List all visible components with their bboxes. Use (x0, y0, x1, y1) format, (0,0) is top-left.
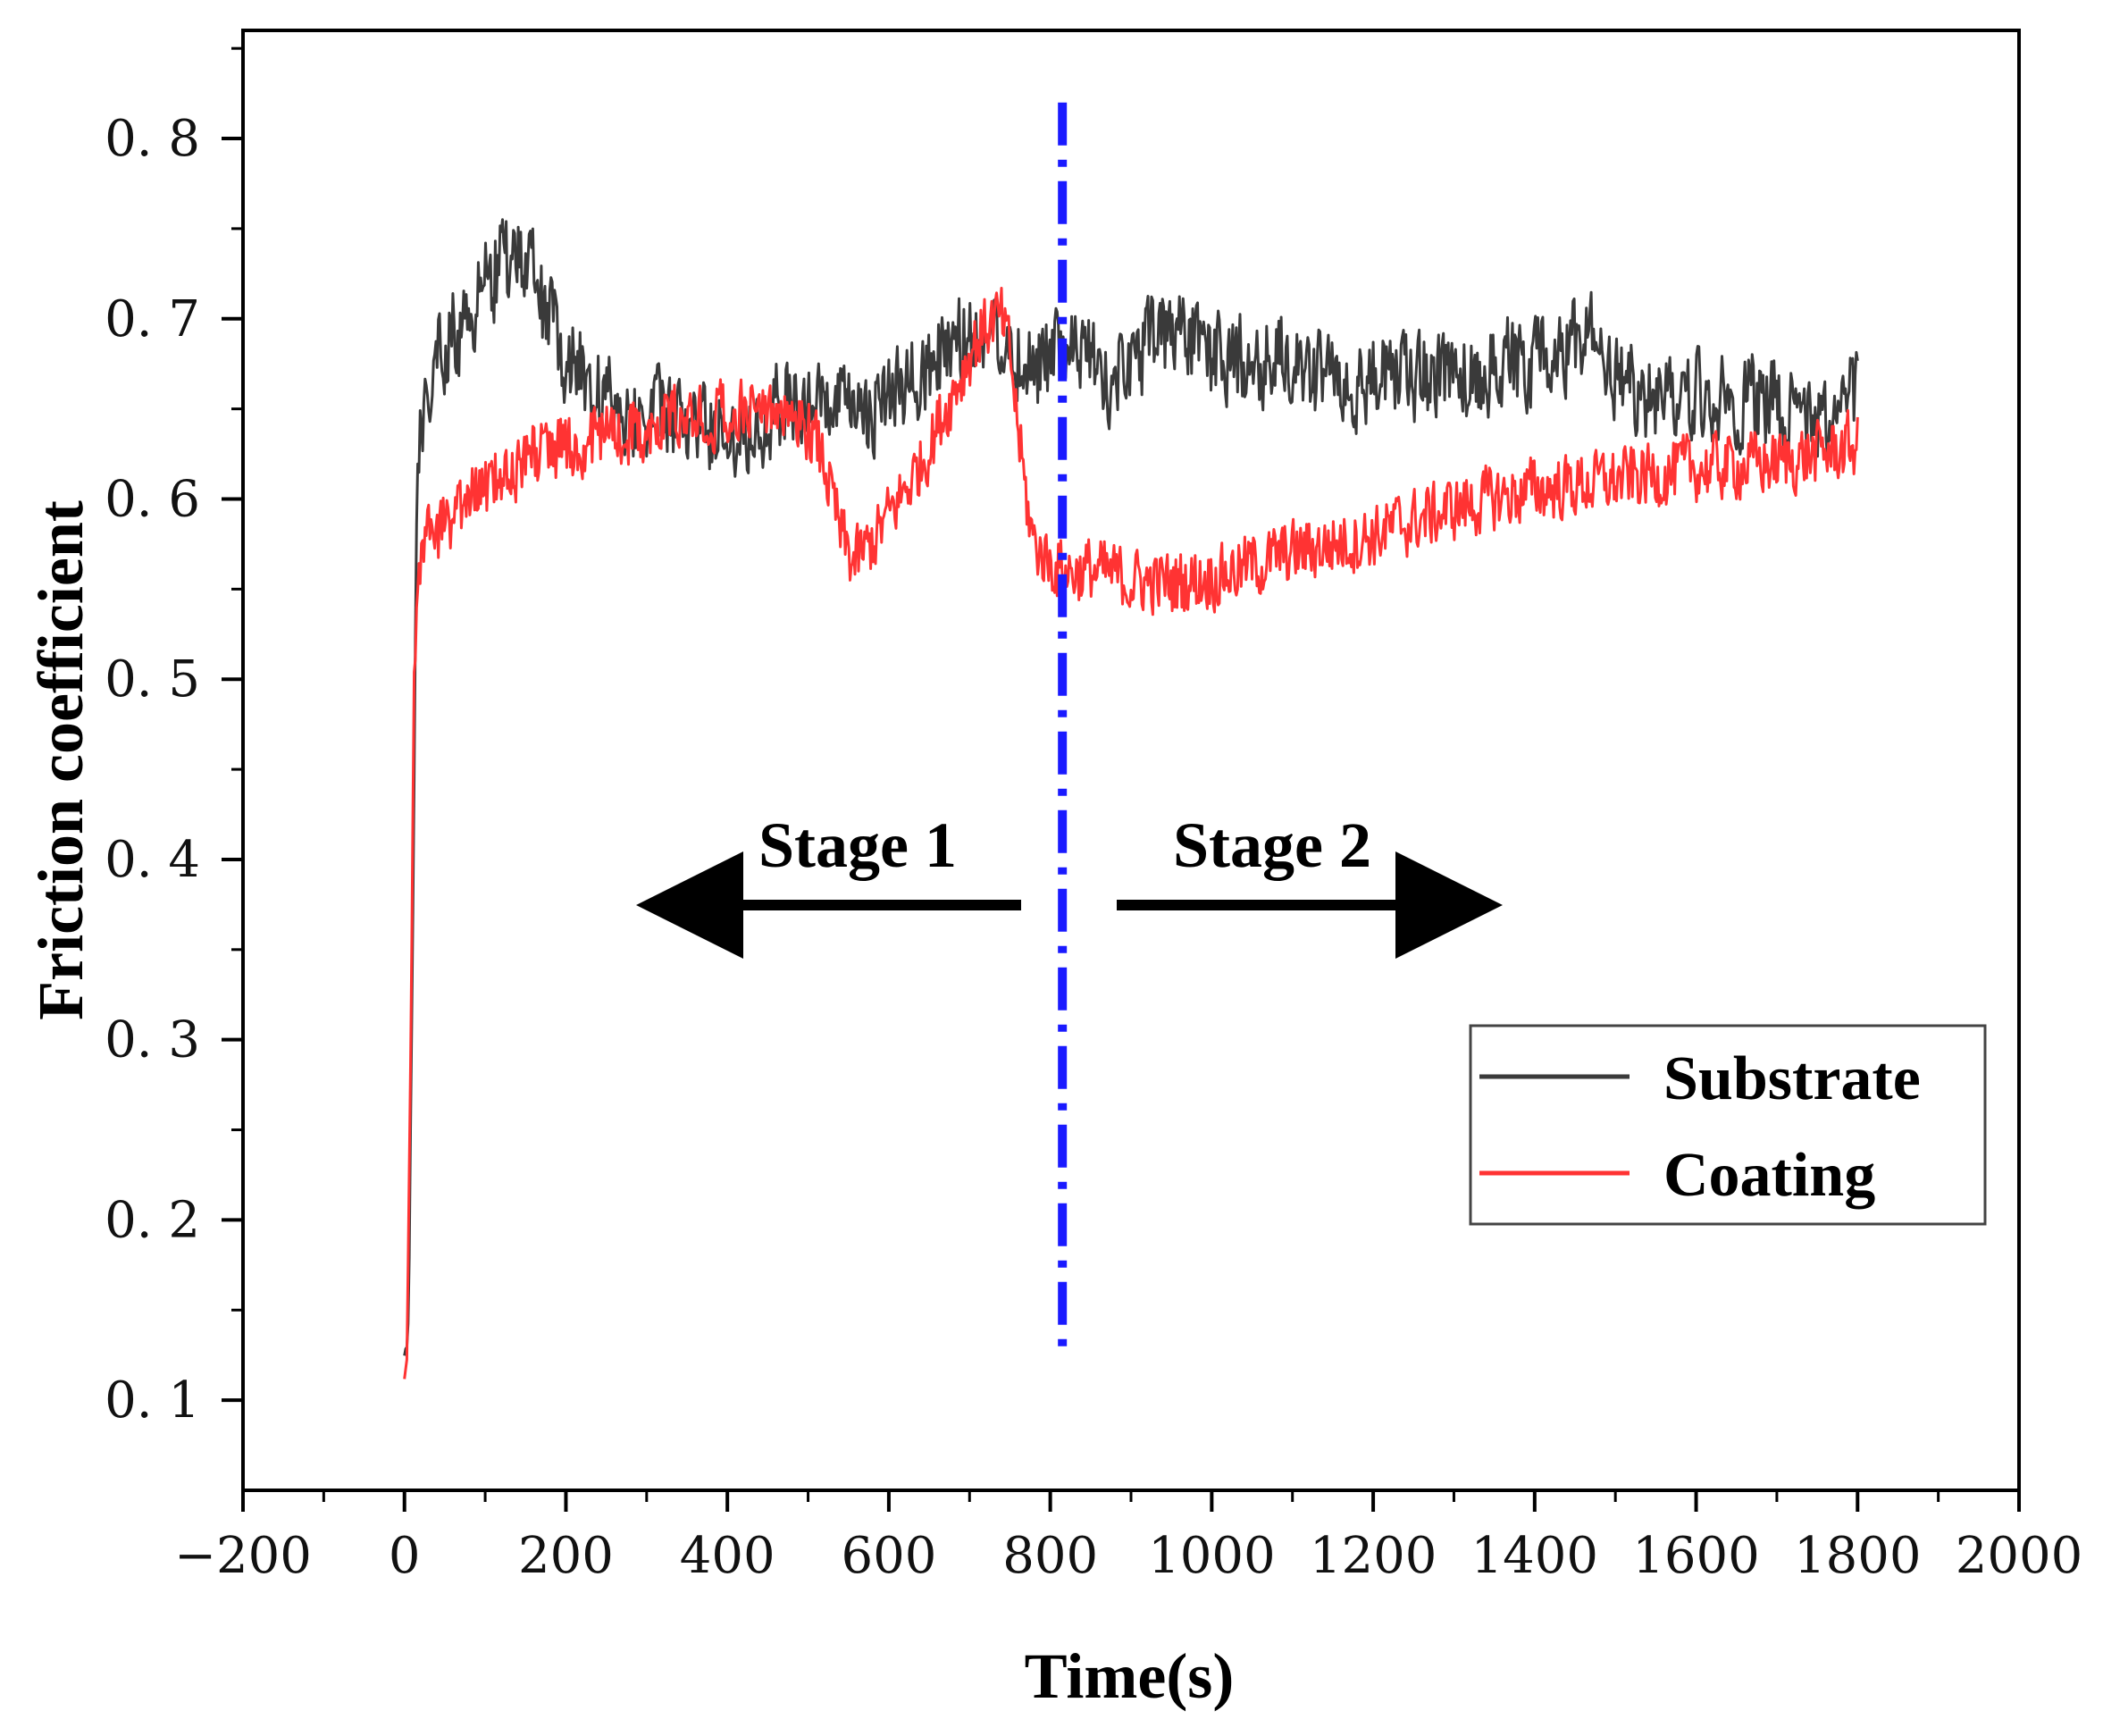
x-axis-ticks (241, 1490, 2021, 1512)
plot-frame (241, 29, 2021, 1492)
y-tick-label: 0. 8 (105, 110, 200, 168)
x-tick-label: 400 (680, 1527, 775, 1585)
x-tick-label: 200 (518, 1527, 614, 1585)
x-tick-label: −200 (174, 1527, 312, 1585)
x-tick-label: 1200 (1310, 1527, 1437, 1585)
legend-coating-label: Coating (1663, 1141, 1875, 1210)
x-tick-label: 1600 (1632, 1527, 1760, 1585)
x-tick-label: 800 (1002, 1527, 1098, 1585)
x-tick-label: 2000 (1956, 1527, 2083, 1585)
legend: Substrate Coating (1469, 1024, 1987, 1226)
x-tick-label: 0 (389, 1527, 421, 1585)
series-layer (403, 218, 1859, 1380)
y-axis-ticks (222, 46, 243, 1403)
legend-substrate-label: Substrate (1663, 1044, 1921, 1113)
y-tick-label: 0. 7 (105, 290, 200, 348)
x-tick-label: 1800 (1794, 1527, 1922, 1585)
stage-2-label: Stage 2 (1173, 809, 1371, 881)
x-axis-title: Time(s) (1025, 1640, 1235, 1712)
series-line-substrate (403, 218, 1859, 1356)
y-tick-label: 0. 1 (105, 1371, 200, 1430)
y-tick-label: 0. 4 (105, 831, 200, 889)
legend-box (1469, 1024, 1987, 1226)
y-axis-title: Friction coefficient (25, 500, 96, 1020)
x-tick-label: 1400 (1471, 1527, 1599, 1585)
y-tick-label: 0. 6 (105, 470, 200, 528)
x-tick-label: 1000 (1148, 1527, 1276, 1585)
y-tick-label: 0. 5 (105, 650, 200, 709)
y-tick-label: 0. 3 (105, 1011, 200, 1069)
stage-1-label: Stage 1 (758, 809, 957, 881)
y-axis-tick-labels: 0. 1 0. 2 0. 3 0. 4 0. 5 0. 6 0. 7 0. 8 (105, 110, 200, 1430)
x-tick-label: 600 (841, 1527, 936, 1585)
series-line-coating (403, 287, 1859, 1380)
y-tick-label: 0. 2 (105, 1191, 200, 1249)
x-axis-tick-labels: −200 0 200 400 600 800 1000 1200 1400 1600 1800 200… (174, 1527, 2082, 1585)
